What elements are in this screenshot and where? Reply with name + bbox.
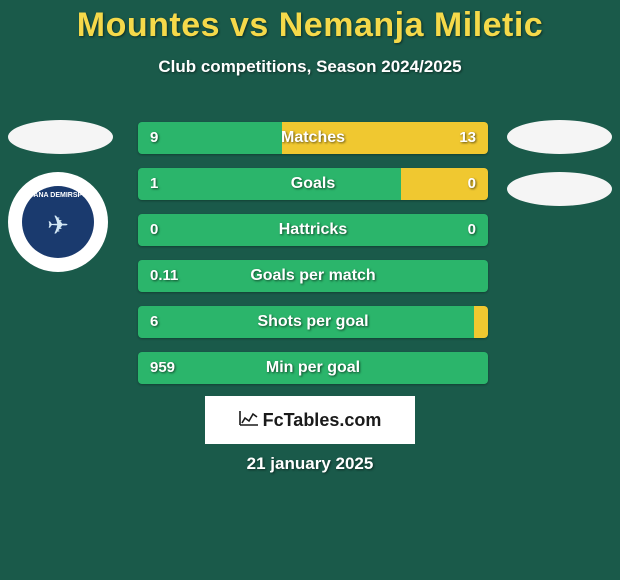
chart-icon (239, 410, 259, 431)
stat-label: Hattricks (138, 214, 488, 246)
stat-row: 913Matches (138, 122, 488, 154)
footer-logo-text: FcTables.com (263, 410, 382, 431)
stat-bars: 913Matches 10Goals 00Hattricks 0.11Goals pe… (138, 122, 488, 398)
stat-row: 0.11Goals per match (138, 260, 488, 292)
stat-label: Goals (138, 168, 488, 200)
stat-label: Goals per match (138, 260, 488, 292)
club-badge-left: ADANA DEMIRSPOR ✈ (8, 172, 108, 272)
player-avatar-right (507, 120, 612, 154)
left-avatars: ADANA DEMIRSPOR ✈ (8, 120, 113, 272)
club-badge-inner: ADANA DEMIRSPOR ✈ (22, 186, 94, 258)
player-avatar-left (8, 120, 113, 154)
page-title: Mountes vs Nemanja Miletic (0, 0, 620, 45)
stat-label: Matches (138, 122, 488, 154)
stat-label: Shots per goal (138, 306, 488, 338)
stat-row: 959Min per goal (138, 352, 488, 384)
club-name-left: ADANA DEMIRSPOR (22, 192, 94, 199)
stat-label: Min per goal (138, 352, 488, 384)
stat-row: 6Shots per goal (138, 306, 488, 338)
club-arrow-icon: ✈ (47, 210, 69, 241)
right-avatars (507, 120, 612, 224)
footer-logo: FcTables.com (205, 396, 415, 444)
club-avatar-right (507, 172, 612, 206)
comparison-card: Mountes vs Nemanja Miletic Club competit… (0, 0, 620, 580)
stat-row: 00Hattricks (138, 214, 488, 246)
stat-row: 10Goals (138, 168, 488, 200)
subtitle: Club competitions, Season 2024/2025 (0, 57, 620, 77)
footer-date: 21 january 2025 (0, 454, 620, 474)
